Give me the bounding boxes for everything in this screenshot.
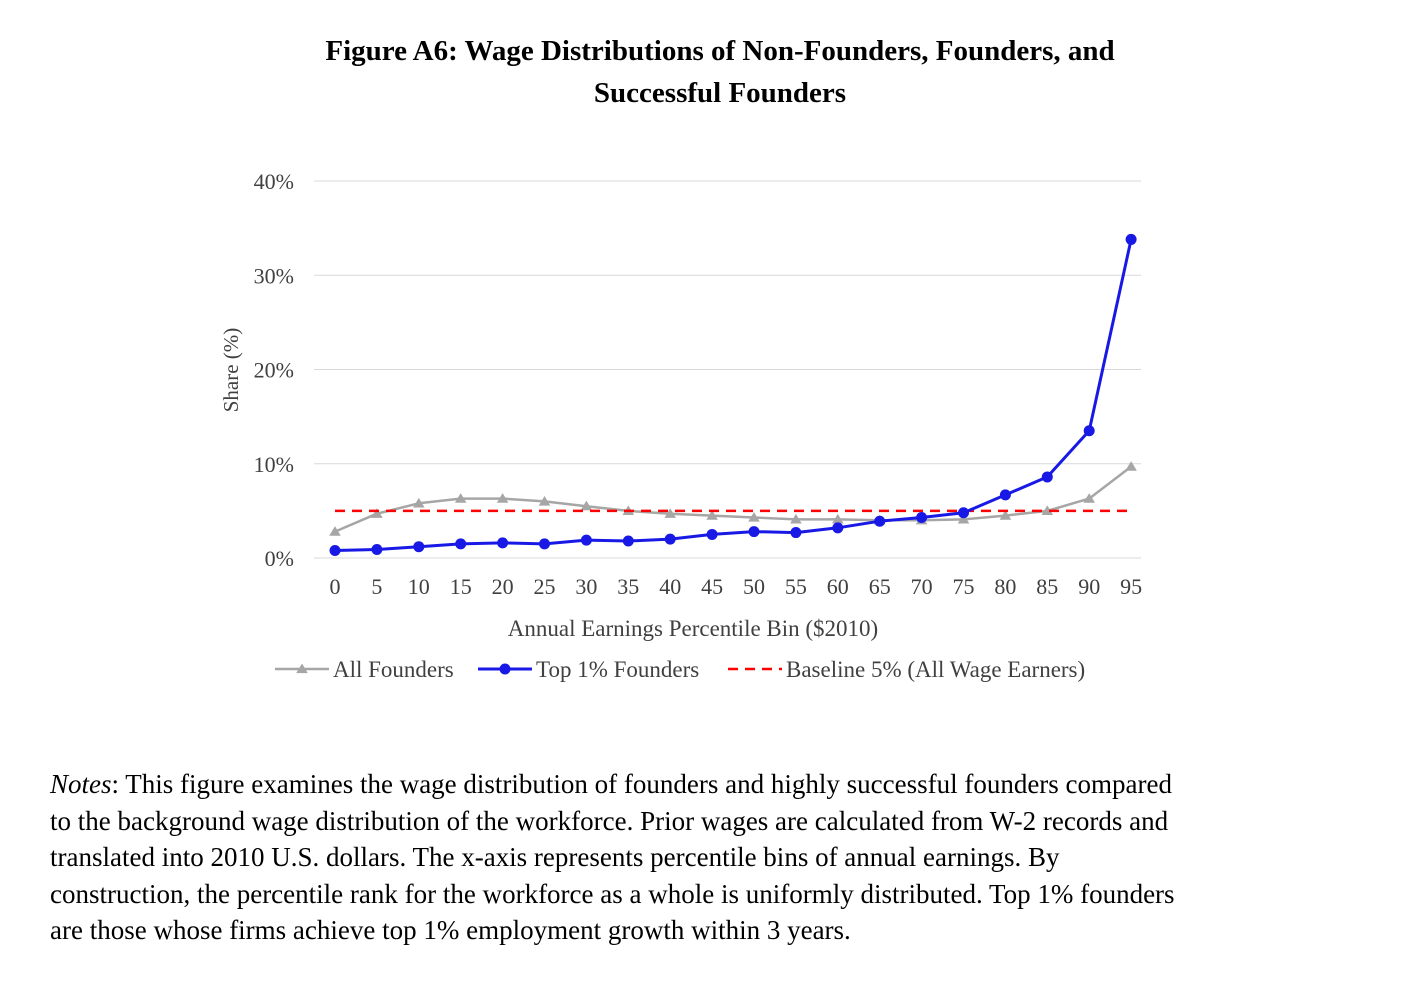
notes-label: Notes xyxy=(50,769,112,799)
gridlines xyxy=(314,180,1141,559)
data-point xyxy=(790,527,802,539)
data-point xyxy=(957,513,970,524)
x-tick-label: 40 xyxy=(659,574,681,599)
data-point xyxy=(580,500,593,511)
y-axis-label: Share (%) xyxy=(219,328,243,413)
notes-line-4: construction, the percentile rank for th… xyxy=(50,878,1175,909)
x-tick-label: 10 xyxy=(408,574,430,599)
x-tick-label: 70 xyxy=(911,574,933,599)
x-axis-tick-labels: 0 5 10 15 20 25 30 35 40 45 50 55 60 65 70 75 80 85 90 95 xyxy=(330,574,1143,599)
series-all-founders xyxy=(329,461,1137,536)
y-axis-tick-labels: 0% 10% 20% 30% 40% xyxy=(254,169,294,571)
legend-label: All Founders xyxy=(333,657,454,682)
data-point xyxy=(999,489,1011,501)
x-tick-label: 25 xyxy=(534,574,556,599)
data-point xyxy=(748,511,760,522)
data-point xyxy=(748,526,760,538)
x-tick-label: 55 xyxy=(785,574,807,599)
notes-line-3: translated into 2010 U.S. dollars. The x… xyxy=(50,842,1060,872)
figure-title-line-1: Figure A6: Wage Distributions of Non-Fou… xyxy=(325,35,1115,67)
series-line xyxy=(334,465,1132,533)
series-group xyxy=(329,233,1137,556)
x-tick-label: 0 xyxy=(330,574,341,599)
data-point xyxy=(455,538,467,550)
legend-item: All Founders xyxy=(275,657,454,682)
y-tick-label: 40% xyxy=(254,169,294,194)
series-line xyxy=(334,239,1133,552)
data-point xyxy=(1083,425,1095,437)
notes-text-1: : This figure examines the wage distribu… xyxy=(111,769,1173,799)
data-point xyxy=(832,513,844,524)
data-point xyxy=(539,538,550,550)
x-tick-label: 30 xyxy=(575,574,597,599)
y-tick-label: 10% xyxy=(254,452,294,477)
legend-label: Baseline 5% (All Wage Earners) xyxy=(786,657,1085,682)
data-point xyxy=(1125,233,1137,245)
figure-title-line-2: Successful Founders xyxy=(593,77,847,109)
data-point xyxy=(1125,461,1137,471)
data-point xyxy=(832,522,844,534)
legend-marker xyxy=(499,663,511,675)
data-point xyxy=(1041,505,1054,515)
data-point xyxy=(413,497,425,508)
data-point xyxy=(371,508,383,518)
data-point xyxy=(580,534,592,546)
data-point xyxy=(1041,471,1053,483)
data-point xyxy=(916,511,928,523)
data-point xyxy=(329,526,341,536)
data-point xyxy=(706,528,718,540)
data-point xyxy=(622,535,634,547)
x-tick-label: 75 xyxy=(953,574,975,599)
data-point xyxy=(664,533,676,545)
x-tick-label: 20 xyxy=(492,574,514,599)
x-tick-label: 60 xyxy=(827,574,849,599)
x-tick-label: 95 xyxy=(1120,574,1142,599)
x-tick-label: 45 xyxy=(701,574,723,599)
data-point xyxy=(413,541,425,553)
data-point xyxy=(329,544,341,556)
line-chart: 0% 10% 20% 30% 40% 0 5 10 15 20 25 30 35 40 45 50 55 60 6… xyxy=(219,169,1143,682)
figure-title: Figure A6: Wage Distributions of Non-Fou… xyxy=(180,30,1260,114)
data-point xyxy=(497,537,509,549)
y-tick-label: 20% xyxy=(254,358,294,383)
data-point xyxy=(958,507,969,519)
series-top-1-founders xyxy=(329,233,1137,556)
legend-label: Top 1% Founders xyxy=(536,657,699,682)
data-point xyxy=(999,510,1012,520)
data-point xyxy=(371,544,383,556)
y-tick-label: 0% xyxy=(265,546,294,571)
x-tick-label: 50 xyxy=(743,574,765,599)
data-point xyxy=(496,493,509,503)
x-tick-label: 85 xyxy=(1036,574,1058,599)
notes-paragraph: Notes: This figure examines the wage dis… xyxy=(50,766,1350,949)
x-tick-label: 90 xyxy=(1078,574,1100,599)
data-point xyxy=(538,495,551,506)
x-tick-label: 65 xyxy=(869,574,891,599)
x-axis-label: Annual Earnings Percentile Bin ($2010) xyxy=(508,616,878,641)
y-tick-label: 30% xyxy=(254,263,294,288)
data-point xyxy=(1083,493,1095,503)
notes-line-1: Notes: This figure examines the wage dis… xyxy=(50,766,1350,803)
legend-item: Baseline 5% (All Wage Earners) xyxy=(728,657,1085,682)
notes-line-2: to the background wage distribution of t… xyxy=(50,805,1169,836)
x-tick-label: 15 xyxy=(450,574,472,599)
x-tick-label: 5 xyxy=(371,574,382,599)
data-point xyxy=(706,510,718,520)
notes-line-5: are those whose firms achieve top 1% emp… xyxy=(50,915,851,945)
data-point xyxy=(454,493,467,503)
x-tick-label: 80 xyxy=(994,574,1016,599)
legend-item: Top 1% Founders xyxy=(478,657,699,682)
legend: All Founders Top 1% Founders Baseline 5% (… xyxy=(275,657,1085,682)
data-point xyxy=(874,515,886,527)
legend-marker xyxy=(296,663,308,674)
data-point xyxy=(664,508,676,518)
x-tick-label: 35 xyxy=(617,574,639,599)
data-point xyxy=(790,513,802,524)
